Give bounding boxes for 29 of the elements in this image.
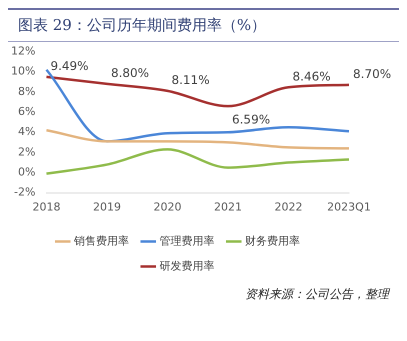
y-tick-label: 10% bbox=[10, 64, 36, 78]
data-label: 8.70% bbox=[353, 67, 392, 82]
y-tick-label: 4% bbox=[18, 125, 36, 138]
y-tick-label: 0% bbox=[18, 165, 36, 178]
x-tick-label: 2023Q1 bbox=[327, 200, 371, 214]
x-tick-label: 2019 bbox=[92, 200, 121, 214]
legend-label: 销售费用率 bbox=[72, 234, 129, 248]
y-tick-label: 6% bbox=[18, 104, 36, 118]
legend-label: 研发费用率 bbox=[159, 259, 214, 272]
data-label: 8.11% bbox=[171, 72, 210, 87]
x-tick-label: 2018 bbox=[32, 200, 60, 214]
data-label: 9.49% bbox=[50, 59, 89, 74]
legend-label: 财务费用率 bbox=[244, 234, 300, 248]
y-tick-label: 2% bbox=[18, 145, 36, 158]
y-tick-label: -2% bbox=[14, 186, 36, 199]
text: 资料来源：公司公告，整理 bbox=[244, 286, 392, 303]
x-tick-label: 2022 bbox=[274, 200, 302, 214]
y-tick-label: 12% bbox=[10, 44, 36, 58]
line-series bbox=[45, 68, 350, 143]
y-tick-label: 8% bbox=[18, 84, 36, 98]
legend-label: 管理费用率 bbox=[159, 234, 214, 248]
x-tick-label: 2021 bbox=[214, 200, 242, 214]
chart-title: 图表 29：公司历年期间费用率（%） bbox=[8, 8, 399, 42]
line-series bbox=[45, 148, 350, 175]
data-label: 6.59% bbox=[232, 112, 270, 126]
line-series bbox=[45, 129, 350, 150]
x-tick-label: 2020 bbox=[153, 200, 182, 214]
data-label: 8.46% bbox=[292, 69, 331, 84]
data-label: 8.80% bbox=[110, 66, 150, 80]
